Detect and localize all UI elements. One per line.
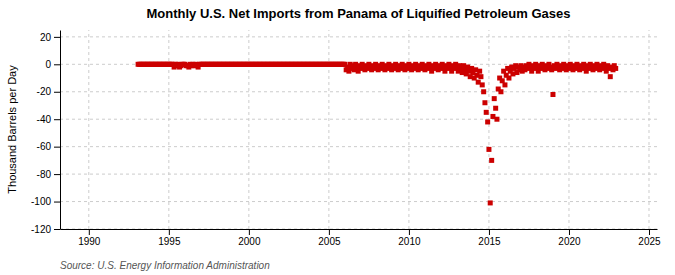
x-tick: 2010 [398, 229, 421, 247]
point [502, 82, 507, 87]
y-tick-label: -100 [31, 196, 51, 207]
x-axis-line [61, 229, 658, 230]
y-tick: -120 [31, 224, 60, 235]
x-tick: 1995 [158, 229, 181, 247]
source-note: Source: U.S. Energy Information Administ… [60, 260, 270, 271]
y-tick-label: 0 [45, 59, 51, 70]
y-tick-label: -80 [37, 169, 52, 180]
point [494, 117, 499, 122]
x-tick: 2025 [638, 229, 661, 247]
x-tick: 1990 [78, 229, 101, 247]
y-tick: -60 [37, 141, 60, 152]
x-grid-line [648, 30, 649, 229]
x-grid-line [88, 30, 89, 229]
y-tick-mark [54, 202, 60, 203]
y-grid-line [60, 91, 657, 92]
point [493, 106, 498, 111]
y-tick-mark [54, 119, 60, 120]
x-tick-mark [569, 229, 570, 235]
y-grid-line [60, 201, 657, 202]
point [613, 66, 618, 71]
point [477, 69, 482, 74]
x-tick-label: 2000 [238, 236, 261, 247]
y-tick-label: -20 [37, 86, 52, 97]
point [486, 147, 491, 152]
x-tick: 2020 [558, 229, 581, 247]
x-axis: 1990 1995 2000 2005 2010 2015 2020 2025 [61, 229, 662, 247]
x-grid-line [328, 30, 329, 229]
y-tick-mark [54, 64, 60, 65]
x-grid-line [568, 30, 569, 229]
y-tick-mark [54, 92, 60, 93]
y-tick: -40 [37, 114, 60, 125]
point [550, 92, 555, 97]
y-axis-line [60, 31, 61, 230]
x-tick-mark [169, 229, 170, 235]
chart: 1990 1995 2000 2005 2010 2015 2020 2025 20 0 -20 -4… [0, 0, 675, 275]
x-tick: 2000 [238, 229, 261, 247]
x-tick-mark [409, 229, 410, 235]
y-tick: -100 [31, 196, 60, 207]
chart-container: 1990 1995 2000 2005 2010 2015 2020 2025 20 0 -20 -4… [0, 0, 675, 275]
x-tick-label: 1990 [78, 236, 101, 247]
y-tick: -20 [37, 86, 60, 97]
y-grid-line [60, 174, 657, 175]
point [492, 96, 497, 101]
point [478, 74, 483, 79]
x-tick-mark [649, 229, 650, 235]
y-tick-label: -40 [37, 114, 52, 125]
y-tick-mark [54, 174, 60, 175]
y-tick-mark [54, 229, 60, 230]
x-tick: 2015 [478, 229, 501, 247]
y-tick-label: 20 [40, 32, 52, 43]
title: Monthly U.S. Net Imports from Panama of … [146, 6, 570, 21]
y-axis: 20 0 -20 -40 -60 -80 -100 -120 [31, 31, 61, 235]
point [498, 89, 503, 94]
x-tick-mark [89, 229, 90, 235]
y-tick-mark [54, 147, 60, 148]
y-tick-mark [54, 37, 60, 38]
x-grid-line [248, 30, 249, 229]
x-tick-label: 1995 [158, 236, 181, 247]
y-tick: 0 [45, 59, 60, 70]
y-grid-line [60, 146, 657, 147]
x-tick-label: 2015 [478, 236, 501, 247]
y-tick-label: -120 [31, 224, 51, 235]
point [485, 119, 490, 124]
x-grid-line [168, 30, 169, 229]
point [608, 74, 613, 79]
y-axis-label: Thousand Barrels per Day [6, 65, 18, 194]
point [488, 200, 493, 205]
plot-area [136, 62, 619, 206]
grid [60, 30, 657, 229]
x-tick-label: 2020 [558, 236, 581, 247]
point [489, 158, 494, 163]
x-tick: 2005 [318, 229, 341, 247]
y-grid-line [60, 229, 657, 230]
point [482, 100, 487, 105]
point [481, 89, 486, 94]
x-tick-mark [489, 229, 490, 235]
point [480, 82, 485, 87]
x-tick-label: 2010 [398, 236, 421, 247]
x-grid-line [488, 30, 489, 229]
y-tick: -80 [37, 169, 60, 180]
y-grid-line [60, 119, 657, 120]
y-grid-line [60, 36, 657, 37]
y-tick-label: -60 [37, 141, 52, 152]
y-tick: 20 [40, 32, 60, 43]
x-tick-mark [329, 229, 330, 235]
x-tick-mark [249, 229, 250, 235]
x-tick-label: 2005 [318, 236, 341, 247]
x-grid-line [408, 30, 409, 229]
point [484, 110, 489, 115]
x-tick-label: 2025 [638, 236, 661, 247]
